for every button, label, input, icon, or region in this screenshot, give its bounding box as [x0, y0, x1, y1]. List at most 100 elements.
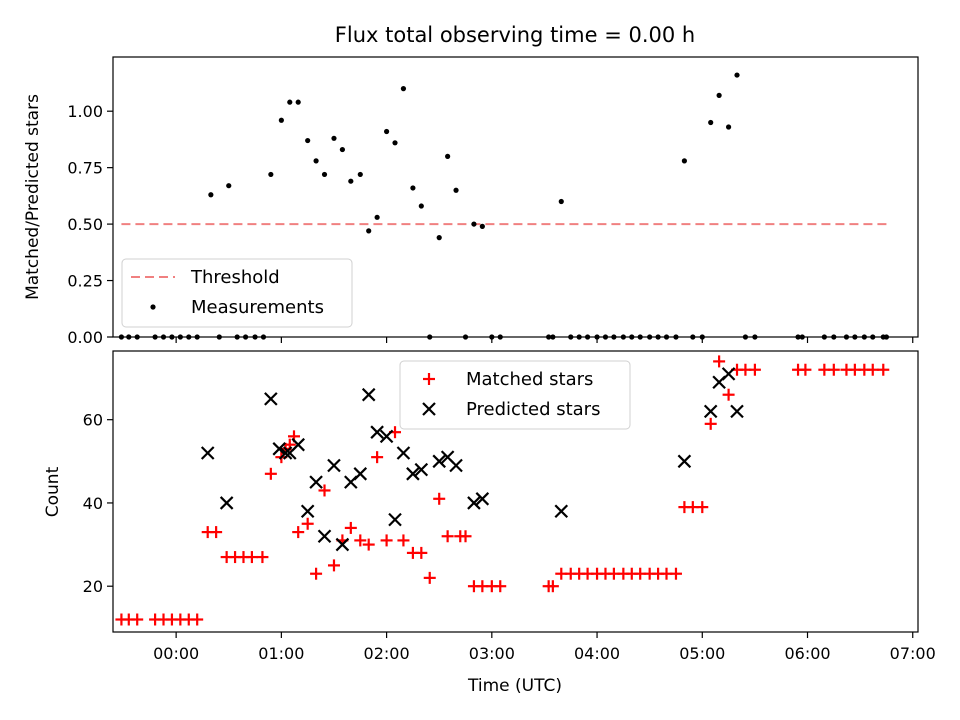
measurement-point	[637, 334, 643, 340]
measurement-point	[734, 72, 740, 78]
predicted-star-point-b	[406, 467, 420, 481]
measurement-point	[445, 153, 451, 159]
count-x-tick-label: 00:00	[153, 644, 199, 663]
matched-star-point	[131, 613, 144, 626]
ratio-y-tick-label: 0.75	[67, 159, 103, 178]
predicted-star-point-b	[272, 442, 287, 456]
measurement-point	[392, 140, 398, 146]
ratio-x-axis-ticks	[175, 337, 914, 343]
predicted-star-point	[300, 504, 315, 519]
predicted-star-point-b	[449, 458, 463, 473]
measurement-point	[366, 228, 372, 234]
count-x-tick-label: 02:00	[364, 644, 410, 663]
count-x-tick-label: 01:00	[258, 644, 304, 663]
predicted-star-point-b	[264, 392, 278, 406]
measurement-point	[576, 334, 582, 340]
x-axis-label: Time (UTC)	[467, 676, 562, 696]
legend-predicted-label: Predicted stars	[466, 399, 600, 420]
matched-star-point	[397, 534, 410, 547]
ratio-plot-frame	[112, 56, 919, 338]
measurement-point	[716, 92, 722, 98]
matched-star-point	[799, 363, 812, 376]
ratio-legend-box	[121, 258, 353, 328]
predicted-star-point-b	[317, 529, 332, 544]
measurement-point	[497, 334, 503, 340]
measurement-point	[194, 334, 200, 340]
matched-star-point	[380, 534, 393, 547]
matched-star-point	[704, 417, 717, 430]
measurement-point	[331, 135, 337, 141]
measurement-point	[611, 334, 617, 340]
matched-star-point	[301, 517, 314, 530]
measurement-point	[725, 124, 732, 130]
ratio-y-tick-label: 1.00	[67, 102, 103, 121]
measurement-point	[708, 119, 714, 126]
matched-star-point	[441, 530, 454, 543]
measurement-point	[799, 334, 805, 340]
measurement-point	[843, 334, 850, 340]
measurement-point	[852, 334, 858, 340]
measurement-point	[177, 334, 183, 340]
predicted-star-point-b	[219, 496, 234, 510]
measurement-point	[831, 334, 837, 340]
legend-matched-swatch	[423, 373, 435, 385]
matched-star-point	[245, 551, 258, 564]
predicted-star-point	[730, 404, 744, 419]
predicted-star-point-b	[432, 454, 446, 469]
matched-star-point	[362, 538, 375, 551]
measurement-point	[287, 99, 293, 105]
legend-matched-label: Matched stars	[466, 369, 593, 390]
measurement-point	[462, 334, 469, 340]
ratio-y-axis-ticks: 0.00 0.25 0.50 0.75 1.00	[67, 102, 113, 347]
matched-star-point	[669, 567, 682, 580]
measurement-point	[546, 334, 552, 340]
predicted-star-point	[379, 429, 394, 444]
matched-star-point	[866, 363, 879, 376]
matched-star-point	[713, 355, 726, 368]
predicted-star-point	[406, 467, 420, 481]
measurement-point	[186, 334, 192, 340]
matched-star-point	[459, 530, 472, 543]
predicted-star-point-b	[677, 454, 692, 469]
predicted-star-point-b	[388, 512, 402, 527]
count-x-tick-label: 03:00	[469, 644, 515, 663]
chart-title: Flux total observing time = 0.00 h	[335, 23, 695, 47]
predicted-star-point	[449, 458, 463, 473]
measurement-point	[629, 334, 635, 340]
measurement-point	[374, 214, 380, 220]
measurement-point	[861, 334, 867, 340]
matched-star-point	[354, 534, 367, 547]
predicted-star-point-b	[278, 446, 293, 460]
count-series	[115, 355, 890, 626]
count-x-tick-label: 05:00	[679, 644, 725, 663]
measurement-point	[357, 171, 363, 178]
predicted-star-point-b	[414, 462, 429, 477]
legend-measurements-swatch	[150, 304, 156, 310]
predicted-star-point	[278, 446, 293, 460]
ratio-y-axis-label: Matched/Predicted stars	[23, 94, 43, 300]
matched-star-point	[877, 363, 890, 376]
measurement-point	[752, 334, 758, 340]
measurement-point	[226, 183, 232, 189]
measurement-point	[152, 334, 158, 340]
count-x-tick-label: 07:00	[890, 644, 936, 663]
predicted-star-point	[677, 454, 692, 469]
predicted-star-point	[309, 475, 323, 489]
predicted-star-point	[353, 467, 368, 481]
predicted-star-point-b	[379, 429, 394, 444]
count-y-tick-label: 40	[83, 494, 103, 513]
measurement-point	[870, 334, 876, 340]
matched-star-point	[546, 580, 559, 593]
count-y-axis-label: Count	[43, 466, 63, 517]
predicted-star-point	[475, 492, 490, 506]
matched-star-point	[264, 467, 277, 480]
measurement-point	[268, 171, 274, 178]
predicted-star-point	[721, 367, 736, 381]
count-legend: Matched stars Predicted stars	[399, 360, 631, 430]
measurement-point	[234, 334, 240, 340]
matched-star-point	[423, 571, 436, 584]
count-x-axis-ticks: 00:00 01:00 02:00 03:00 04:00 05:00 06:00 07:00	[153, 632, 936, 663]
measurement-point	[821, 334, 827, 340]
predicted-star-point	[335, 537, 350, 552]
